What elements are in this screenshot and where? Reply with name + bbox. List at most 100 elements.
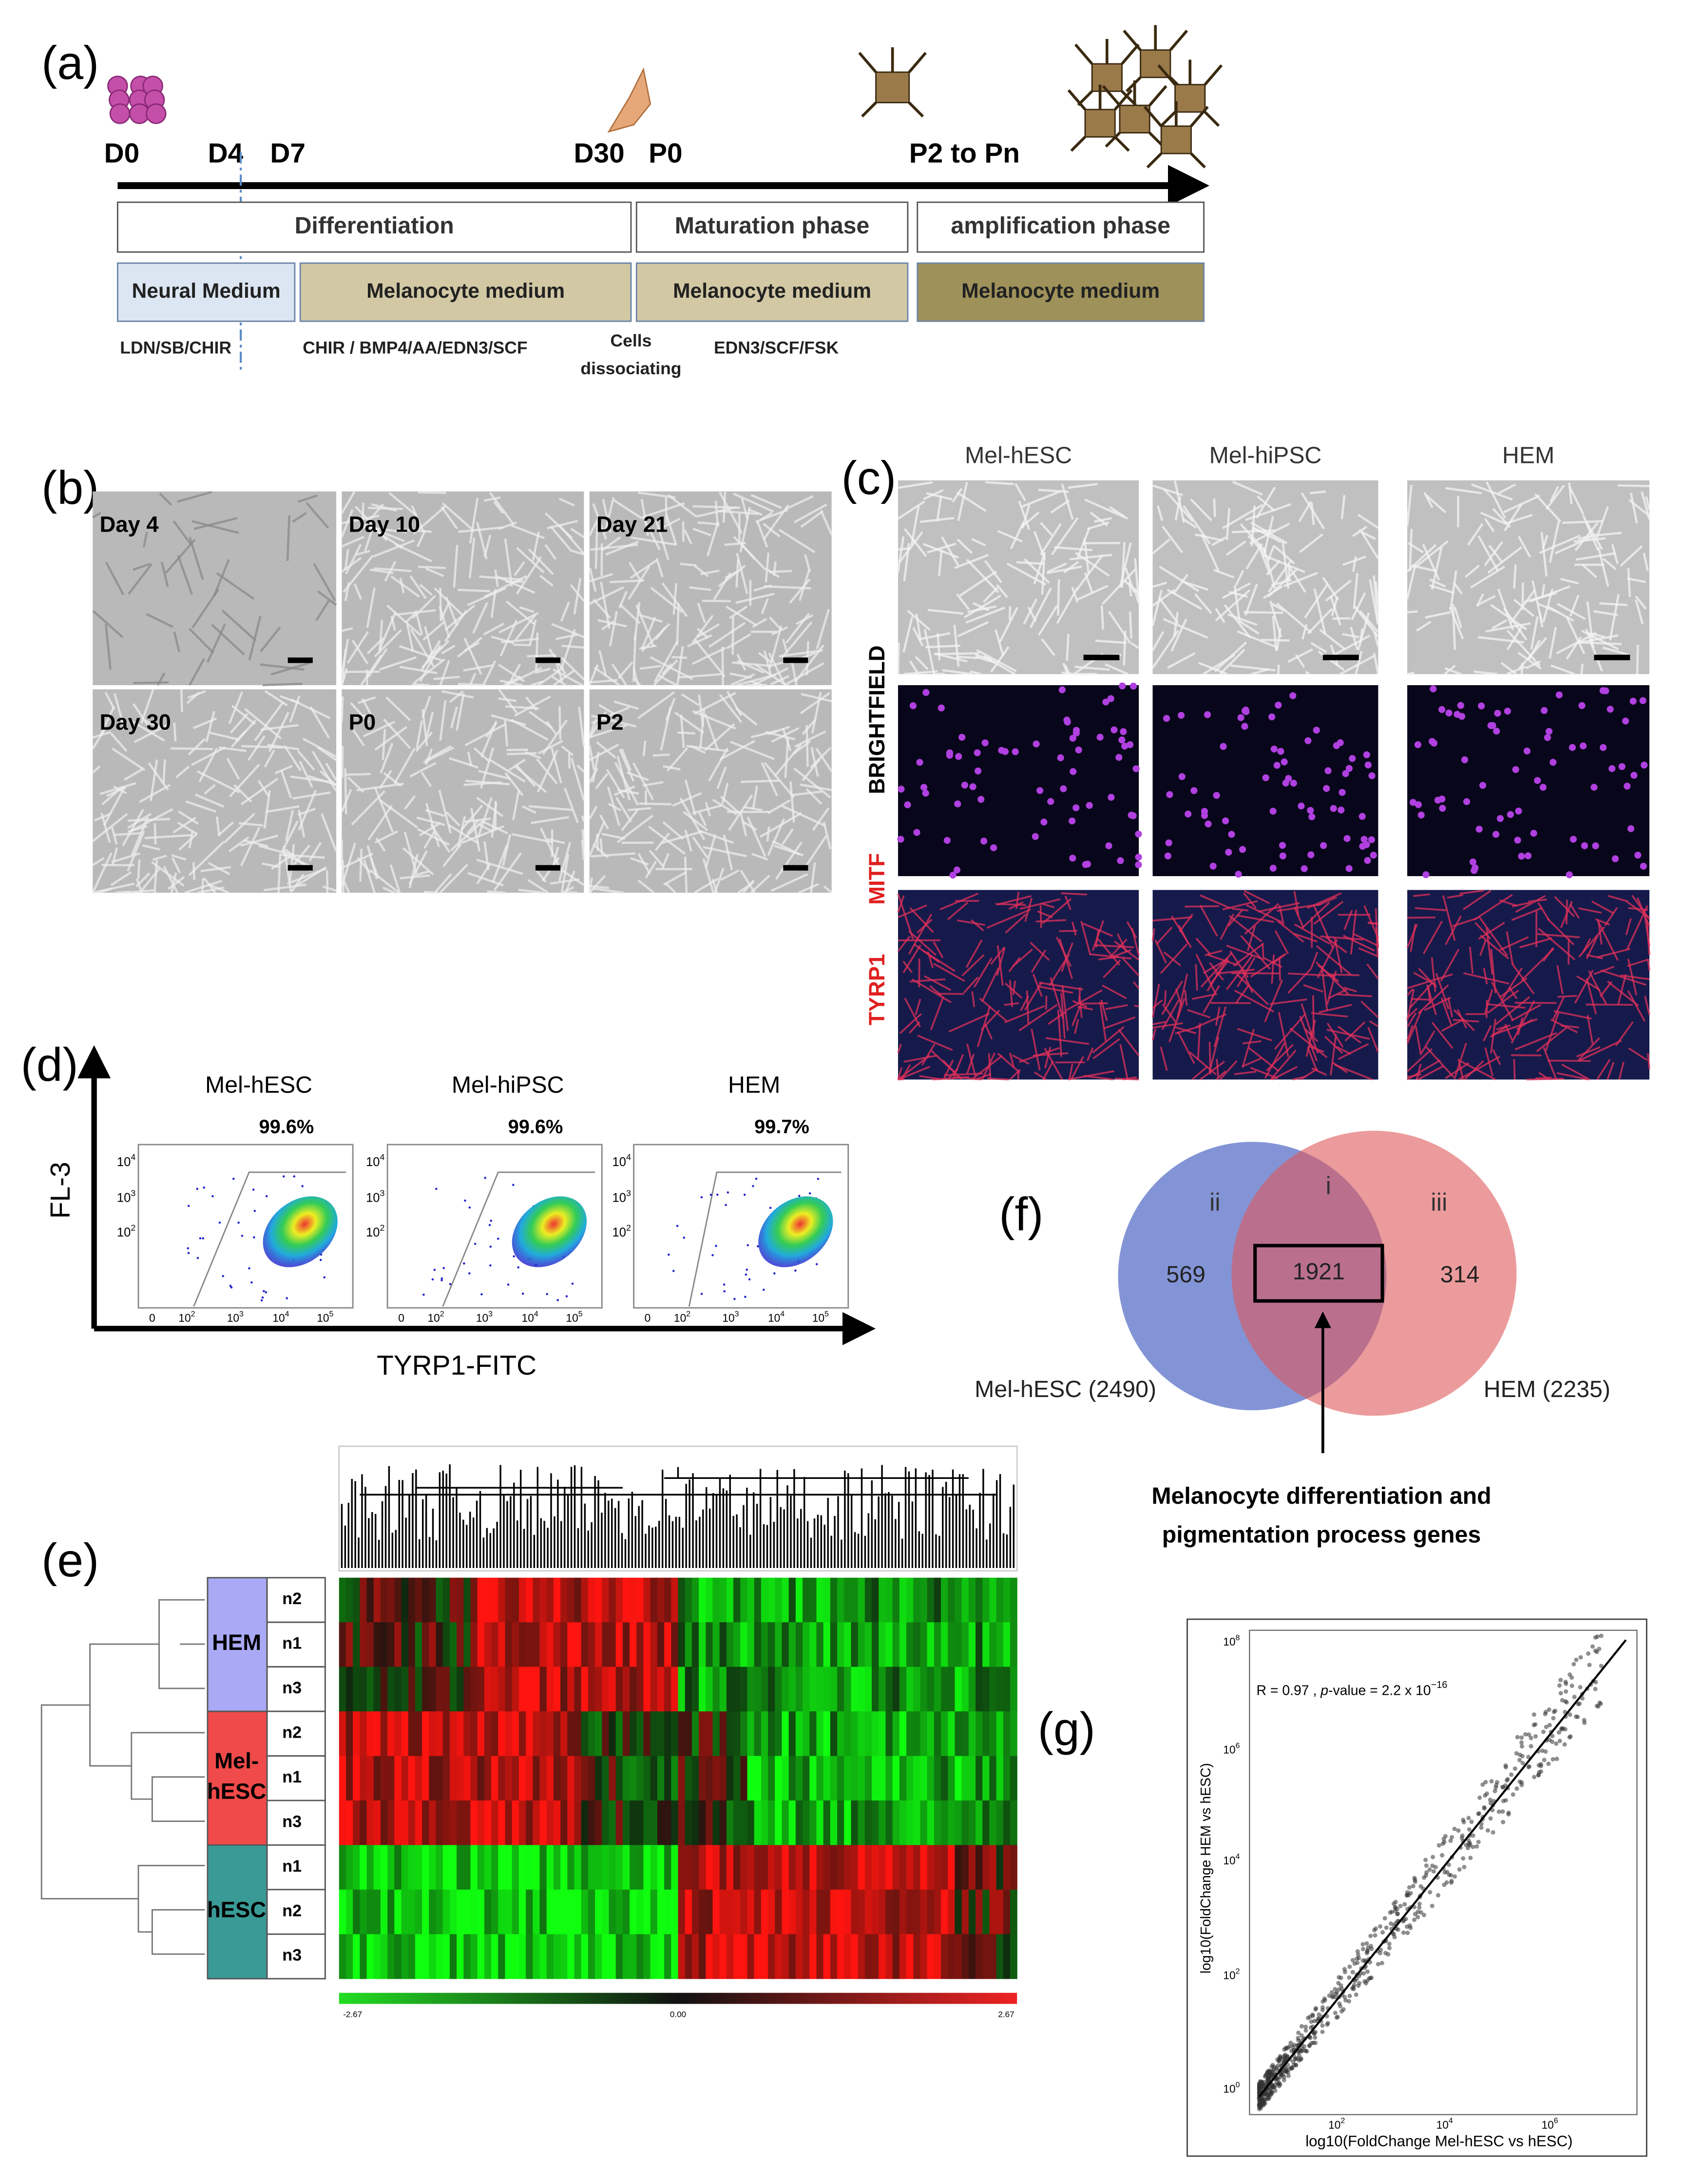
cell-shape — [1492, 508, 1512, 528]
cell-shape — [803, 835, 827, 869]
cell-shape — [1198, 662, 1228, 675]
cell-shape — [1039, 523, 1062, 556]
cell-shape — [307, 775, 337, 786]
cell-shape — [908, 914, 933, 955]
group-label: HEM — [212, 1630, 261, 1655]
heatmap-cell — [491, 1800, 498, 1845]
cell-shape — [1051, 517, 1079, 556]
cell-shape — [482, 622, 505, 636]
cell-shape — [1513, 598, 1534, 617]
nucleus — [1132, 765, 1140, 772]
heatmap-cell — [429, 1889, 437, 1935]
heatmap-cell — [360, 1577, 367, 1623]
cell-shape — [1170, 618, 1187, 652]
heatmap-cell — [920, 1667, 928, 1712]
scale-bar — [287, 865, 313, 871]
caption: pigmentation process genes — [1162, 1521, 1481, 1548]
cell-shape — [1037, 605, 1058, 636]
cell-shape — [1615, 1021, 1634, 1046]
heatmap-cell — [463, 1711, 471, 1757]
heatmap-cell — [864, 1845, 872, 1890]
point — [1564, 1689, 1569, 1694]
cell-shape — [539, 575, 554, 587]
heatmap-cell — [477, 1711, 485, 1757]
cell-shape — [1359, 610, 1379, 633]
cell-shape — [384, 561, 397, 582]
replicate-label: n1 — [282, 1634, 302, 1653]
phase-label: Maturation phase — [675, 212, 870, 239]
cell-shape — [528, 548, 554, 575]
heatmap-cell — [615, 1934, 623, 1979]
cell-icon — [1143, 101, 1209, 169]
cell-shape — [1132, 981, 1140, 989]
heatmap-cell — [602, 1667, 610, 1712]
heatmap-cell — [782, 1756, 789, 1801]
nucleus — [1201, 812, 1208, 819]
cell-shape — [971, 537, 986, 547]
cell-shape — [1548, 606, 1574, 622]
cell-shape — [767, 799, 791, 814]
cell-shape — [730, 741, 775, 760]
medium-label: Melanocyte medium — [673, 279, 871, 303]
heatmap-cell — [982, 1577, 990, 1623]
cell-shape — [1155, 926, 1173, 945]
point — [1334, 2015, 1339, 2020]
cell-shape — [581, 815, 585, 822]
cell-shape — [593, 667, 620, 686]
event — [748, 1278, 751, 1281]
heatmap-cell — [761, 1577, 768, 1623]
cell-shape — [124, 889, 154, 894]
cell-shape — [1360, 532, 1379, 559]
heatmap-cell — [803, 1845, 810, 1890]
phase-box — [635, 201, 909, 253]
cell-shape — [1375, 927, 1379, 948]
heatmap-cell — [636, 1622, 644, 1667]
heatmap-cell — [699, 1845, 706, 1890]
point — [1380, 1930, 1385, 1935]
cell-shape — [1413, 972, 1437, 986]
nucleus — [1075, 746, 1082, 754]
heatmap-cell — [526, 1800, 533, 1845]
cell-shape — [441, 644, 456, 654]
cell-shape — [1274, 930, 1289, 955]
cell-icon — [875, 71, 910, 103]
event — [727, 1191, 729, 1194]
heatmap-cell — [934, 1622, 941, 1667]
cell-shape — [956, 491, 987, 512]
event — [763, 1288, 765, 1291]
cell-shape — [1289, 1027, 1328, 1058]
cell-shape — [551, 747, 562, 784]
heatmap-cell — [373, 1711, 381, 1757]
point — [1526, 1764, 1531, 1769]
cell-shape — [1057, 579, 1060, 615]
point — [1488, 1816, 1493, 1821]
cell-shape — [1580, 663, 1584, 674]
cell-shape — [1445, 487, 1482, 495]
cell-shape — [367, 805, 393, 841]
cell-shape — [1643, 553, 1649, 571]
cell-shape — [919, 632, 951, 641]
heatmap-cell — [768, 1756, 775, 1801]
heatmap-cell — [360, 1711, 367, 1757]
heatmap-cell — [899, 1667, 907, 1712]
cell-shape — [1444, 667, 1462, 675]
cell-shape — [1618, 484, 1650, 487]
heatmap-cell — [553, 1845, 561, 1890]
point — [1341, 2007, 1346, 2012]
cell-shape — [1320, 965, 1328, 1011]
nucleus — [1634, 851, 1642, 859]
cell-shape — [1318, 1004, 1352, 1014]
cell-shape — [112, 847, 118, 865]
cell-shape — [98, 887, 112, 894]
cell-shape — [1480, 935, 1510, 959]
heatmap-cell — [602, 1577, 610, 1623]
point — [1342, 1994, 1347, 1999]
medium-label: Neural Medium — [132, 279, 281, 303]
heatmap-cell — [650, 1711, 658, 1757]
point — [1467, 1841, 1472, 1846]
cell-shape — [927, 609, 964, 615]
cell-shape — [1020, 511, 1040, 529]
cell-shape — [235, 730, 247, 743]
y-tick-label-base: 10 — [117, 1226, 131, 1239]
cell-shape — [741, 498, 748, 519]
